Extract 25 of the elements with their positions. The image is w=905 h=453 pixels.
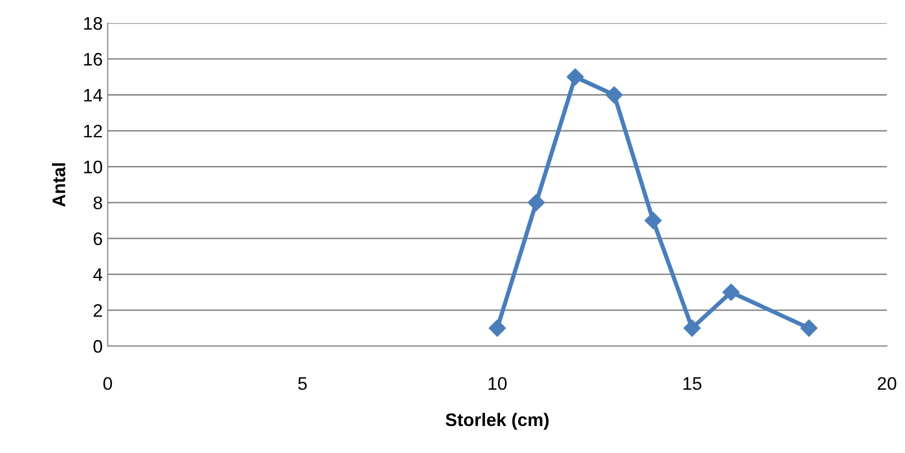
y-tick-label: 18 — [84, 17, 102, 30]
y-tick-label: 16 — [84, 52, 102, 66]
x-tick-label: 15 — [683, 377, 702, 390]
point — [684, 320, 701, 337]
point — [528, 194, 545, 212]
point — [606, 86, 623, 104]
y-tick-label: 4 — [93, 268, 102, 281]
point — [644, 212, 662, 230]
y-tick-label: 0 — [94, 340, 102, 353]
y-tick-label: 12 — [84, 124, 102, 138]
x-axis-title: Storlek (cm) — [446, 412, 549, 430]
y-tick-label: 2 — [94, 304, 102, 317]
y-tick-label: 14 — [84, 89, 102, 102]
point — [722, 284, 740, 301]
point — [488, 320, 506, 337]
point — [566, 68, 584, 86]
y-axis-title: Antal — [52, 163, 66, 207]
x-tick-label: 20 — [878, 377, 896, 390]
y-tick-label: 10 — [84, 160, 102, 174]
point — [800, 320, 818, 337]
x-tick-label: 5 — [298, 377, 307, 390]
x-tick-label: 10 — [488, 377, 507, 390]
y-tick-label: 6 — [94, 232, 102, 246]
x-tick-label: 0 — [103, 377, 112, 390]
y-tick-label: 8 — [94, 196, 102, 210]
